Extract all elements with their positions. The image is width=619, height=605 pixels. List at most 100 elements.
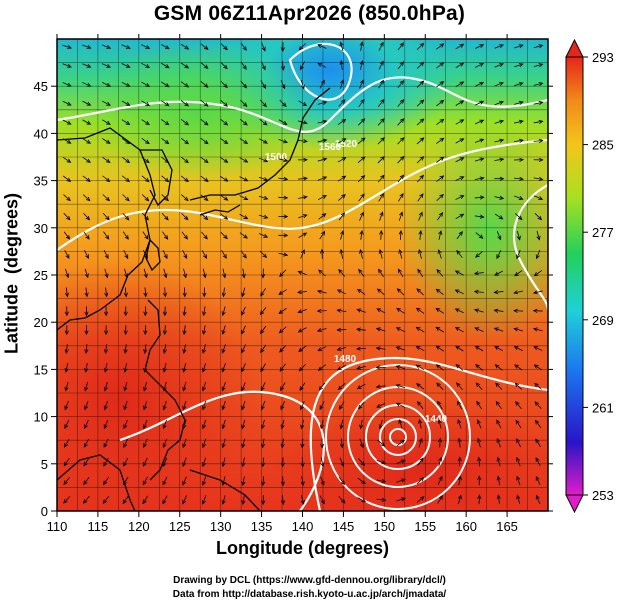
wind-vector xyxy=(124,381,128,391)
wind-vector xyxy=(317,195,327,201)
wind-vector xyxy=(475,63,484,68)
wind-arrowhead xyxy=(398,248,403,254)
wind-arrowhead xyxy=(65,234,71,240)
x-tick-label: 120 xyxy=(128,519,150,534)
wind-arrowhead xyxy=(283,139,288,144)
wind-vector xyxy=(180,62,189,69)
wind-vector xyxy=(474,138,484,143)
wind-vector xyxy=(299,363,306,372)
wind-arrowhead xyxy=(144,235,149,240)
wind-arrowhead xyxy=(396,288,402,293)
wind-arrowhead xyxy=(203,121,209,126)
wind-vector xyxy=(124,363,128,373)
wind-vector xyxy=(300,61,305,70)
wind-vector xyxy=(241,363,246,372)
wind-vector xyxy=(438,230,442,240)
wind-vector xyxy=(495,364,503,371)
wind-vector xyxy=(535,457,541,467)
wind-arrowhead xyxy=(380,118,385,123)
wind-arrowhead xyxy=(479,214,485,219)
wind-vector xyxy=(534,401,542,409)
wind-vector xyxy=(417,458,424,466)
wind-vector xyxy=(357,118,365,126)
wind-vector xyxy=(181,231,188,240)
wind-vector xyxy=(515,382,523,390)
wind-arrowhead xyxy=(221,292,226,298)
wind-vector xyxy=(357,156,366,164)
wind-arrowhead xyxy=(418,248,423,254)
wind-arrowhead xyxy=(202,311,207,317)
wind-vector xyxy=(495,382,503,390)
wind-arrowhead xyxy=(201,499,206,505)
wind-arrowhead xyxy=(499,81,504,86)
wind-arrowhead xyxy=(415,326,421,332)
wind-vector xyxy=(417,401,424,410)
wind-arrowhead xyxy=(457,456,462,462)
wind-arrowhead xyxy=(459,81,465,86)
wind-vector xyxy=(455,81,464,88)
wind-arrowhead xyxy=(340,230,345,236)
wind-vector xyxy=(143,268,148,278)
wind-arrowhead xyxy=(242,46,247,51)
wind-arrowhead xyxy=(437,400,442,406)
wind-vector xyxy=(379,419,383,429)
wind-vector xyxy=(320,457,324,467)
wind-arrowhead xyxy=(439,43,445,48)
wind-vector xyxy=(83,495,90,504)
wind-arrowhead xyxy=(262,121,268,126)
wind-arrowhead xyxy=(380,442,386,447)
wind-vector xyxy=(62,175,71,182)
wind-vector xyxy=(101,100,111,106)
coastline xyxy=(199,204,241,216)
wind-vector xyxy=(418,438,423,448)
wind-arrowhead xyxy=(400,439,406,445)
wind-vector xyxy=(514,270,523,277)
wind-arrowhead xyxy=(222,273,227,279)
wind-vector xyxy=(416,137,424,145)
wind-vector xyxy=(533,290,543,294)
wind-vector xyxy=(396,497,406,502)
wind-arrowhead xyxy=(513,290,519,295)
wind-vector xyxy=(222,306,226,316)
wind-arrowhead xyxy=(316,308,322,314)
wind-vector xyxy=(202,400,207,410)
wind-arrowhead xyxy=(321,213,327,218)
wind-arrowhead xyxy=(300,481,305,487)
wind-vector xyxy=(378,80,384,89)
wind-vector xyxy=(533,82,543,86)
wind-arrowhead xyxy=(143,292,148,298)
wind-arrowhead xyxy=(64,367,69,373)
wind-arrowhead xyxy=(518,100,524,105)
wind-arrowhead xyxy=(241,405,246,411)
wind-arrowhead xyxy=(416,383,421,388)
wind-arrowhead xyxy=(494,271,499,276)
wind-arrowhead xyxy=(479,138,485,143)
wind-arrowhead xyxy=(301,249,305,255)
wind-vector xyxy=(279,363,286,372)
wind-arrowhead xyxy=(263,214,269,219)
wind-vector xyxy=(141,100,150,106)
wind-arrowhead xyxy=(496,437,501,443)
wind-arrowhead xyxy=(242,102,248,108)
wind-vector xyxy=(221,250,227,259)
wind-vector xyxy=(183,381,187,391)
wind-arrowhead xyxy=(336,308,342,313)
wind-arrowhead xyxy=(435,345,441,350)
wind-arrowhead xyxy=(519,138,524,143)
wind-arrowhead xyxy=(103,424,108,430)
wind-arrowhead xyxy=(475,364,480,369)
wind-arrowhead xyxy=(280,481,286,487)
wind-arrowhead xyxy=(459,195,465,200)
wind-arrowhead xyxy=(182,330,187,336)
wind-arrowhead xyxy=(538,44,544,49)
wind-vector xyxy=(474,327,484,332)
coastline xyxy=(145,239,161,272)
wind-arrowhead xyxy=(316,328,322,333)
wind-arrowhead xyxy=(497,235,502,241)
wind-arrowhead xyxy=(300,499,305,505)
contour-line xyxy=(288,42,353,101)
wind-arrowhead xyxy=(534,401,540,406)
credit-data: Data from http://database.rish.kyoto-u.a… xyxy=(172,589,447,600)
wind-arrowhead xyxy=(436,268,441,274)
